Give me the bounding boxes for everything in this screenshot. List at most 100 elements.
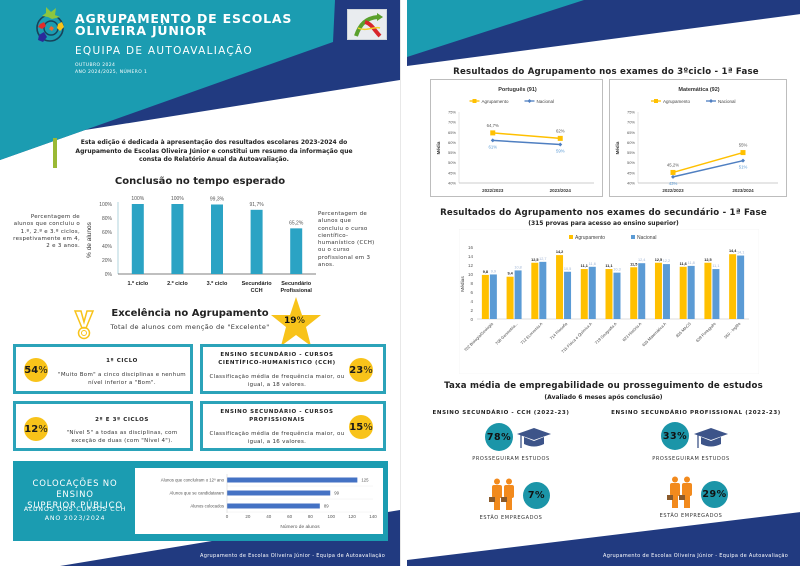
data-label: 61%	[488, 144, 497, 149]
bar	[227, 503, 320, 509]
estudos-circle: 78%	[485, 423, 513, 451]
portugues-chart: Português (91) Agrupamento Nacional 40% 45% 5…	[430, 79, 603, 197]
x-tick-label: 2023/2024	[550, 188, 572, 193]
data-point	[671, 174, 675, 179]
legend-marker	[709, 99, 713, 103]
data-point	[490, 138, 495, 143]
data-label: 91,7%	[250, 202, 265, 208]
y-tick-label: 75%	[448, 110, 456, 115]
series-line-nacional	[672, 159, 744, 178]
data-label: 11,6	[589, 262, 596, 266]
x-tick-label: 1.º ciclo	[127, 281, 148, 287]
colocacoes-subtitle-line1: ALUNOS DOS CURSOS CCH	[23, 506, 127, 513]
data-label: 12,4	[638, 258, 645, 262]
data-label: 12,5	[655, 258, 662, 262]
bar	[564, 271, 572, 319]
data-label: 14,4	[729, 249, 737, 253]
x-tick-label: 100	[328, 514, 336, 519]
pct-sign: %	[296, 316, 306, 326]
estudos-label: PROSSEGUIRAM ESTUDOS	[652, 456, 730, 462]
y-tick-label: Alunos que concluíram o 12º ano	[161, 478, 225, 483]
legend-label: Agrupamento	[575, 235, 605, 241]
bar	[514, 270, 522, 319]
medal-icon	[73, 310, 95, 340]
intro-text: Esta edição é dedicada à apresentação do…	[75, 139, 353, 163]
data-label: 9,4	[507, 272, 513, 276]
bar	[638, 263, 646, 319]
footer-text: Agrupamento de Escolas Oliveira Júnior -…	[603, 553, 789, 559]
x-tick-label: 0	[226, 514, 229, 519]
y-tick-label: Alunos colocados	[190, 504, 224, 509]
x-tick-label: 2022/2023	[482, 188, 504, 193]
y-tick-label: 40%	[102, 244, 113, 250]
pct-sign: %	[38, 364, 48, 376]
y-tick-label: 65%	[448, 130, 456, 135]
secundario-subtitle: (315 provas para acesso ao ensino superi…	[528, 220, 679, 227]
bar	[481, 274, 489, 319]
bar	[171, 204, 184, 274]
data-label: 89	[324, 504, 329, 509]
data-label: 99	[334, 491, 339, 496]
y-tick-label: 40%	[448, 181, 456, 186]
excelencia-box-title: 1º CICLO	[106, 358, 138, 364]
data-label: 10,3	[613, 268, 620, 272]
excelencia-box-title: ENSINO SECUNDÁRIO - CURSOS PROFISSIONAIS	[220, 409, 334, 423]
legend-label: Nacional	[537, 99, 555, 104]
newsletter-page-2: Resultados do Agrupamento nos exames do …	[400, 0, 800, 566]
y-tick-label: 2	[470, 308, 473, 313]
graduation-cap-icon	[517, 428, 551, 448]
legend-marker	[654, 99, 658, 103]
data-label: 14,2	[556, 250, 563, 254]
newsletter-page-1: AGRUPAMENTO DE ESCOLAS OLIVEIRA JÚNIOR E…	[0, 0, 400, 566]
data-label: 12,5	[704, 258, 711, 262]
employees-icon	[667, 476, 692, 508]
emprego-group-title: ENSINO SECUNDÁRIO PROFISSIONAL (2022-23)	[611, 410, 781, 416]
y-tick-label: 10	[468, 272, 474, 277]
header-teal-band	[407, 0, 584, 57]
data-label: 100%	[171, 196, 184, 202]
data-label: 55%	[739, 143, 748, 148]
y-tick-label: 100%	[99, 202, 112, 208]
school-name-line2: OLIVEIRA JÚNIOR	[75, 23, 207, 38]
excelencia-box-text: Classificação média de frequência maior,…	[209, 374, 345, 388]
data-label: 11,8	[688, 261, 695, 265]
school-name: AGRUPAMENTO DE ESCOLAS OLIVEIRA JÚNIOR	[75, 12, 292, 38]
bar	[679, 266, 687, 319]
y-tick-label: 50%	[627, 160, 635, 165]
excelencia-value-circle: 54%	[24, 358, 48, 382]
conclusao-note-right: Percentagem de alunos que concluiu o cur…	[318, 211, 375, 269]
conclusao-chart: 0% 20% 40% 60% 80% 100% % de alunos 100% 1.º cic…	[86, 196, 316, 294]
bar	[556, 255, 564, 319]
y-axis-label: % de alunos	[86, 221, 93, 258]
excelencia-box-2-3ciclos: 12% 2º E 3º CICLOS "Nível 5" a todas as …	[13, 401, 193, 451]
partner-logo-icon	[354, 13, 383, 38]
issue-date: OUTUBRO 2024	[75, 63, 116, 68]
data-label: 59%	[556, 148, 565, 153]
data-label: 11,1	[712, 264, 719, 268]
y-axis-label: Média	[615, 141, 620, 154]
estudos-circle: 33%	[661, 422, 689, 450]
colocacoes-subtitle: ALUNOS DOS CURSOS CCH ANO 2023/2024	[16, 505, 134, 523]
partner-logo	[347, 9, 387, 40]
x-tick-label: Secundário	[242, 281, 273, 287]
excelencia-box-text: "Nível 5" a todas as disciplinas, com ex…	[66, 430, 178, 444]
conclusao-note-left: Percentagem de alunos que concluiu o 1.º…	[13, 214, 80, 250]
legend-marker	[569, 235, 573, 239]
school-logo-icon	[36, 7, 64, 42]
excelencia-box-text: Classificação média de frequência maior,…	[209, 431, 345, 445]
bar	[737, 255, 745, 319]
data-label: 11,1	[581, 264, 588, 268]
team-subtitle: EQUIPA DE AUTOAVALIAÇÃO	[75, 45, 253, 57]
chart-title: Matemática (92)	[678, 87, 719, 93]
footer-navy-band	[0, 510, 400, 566]
data-label: 64,7%	[487, 123, 499, 128]
data-label: 62%	[556, 128, 565, 133]
data-point	[670, 169, 676, 175]
series-line-nacional	[492, 139, 561, 146]
y-tick-label: 70%	[448, 120, 456, 125]
x-tick-label: 3.º ciclo	[207, 281, 228, 287]
data-label: 43%	[669, 181, 678, 186]
x-tick-label: 20	[245, 514, 251, 519]
data-label: 12,7	[539, 257, 546, 261]
bar	[662, 264, 670, 319]
